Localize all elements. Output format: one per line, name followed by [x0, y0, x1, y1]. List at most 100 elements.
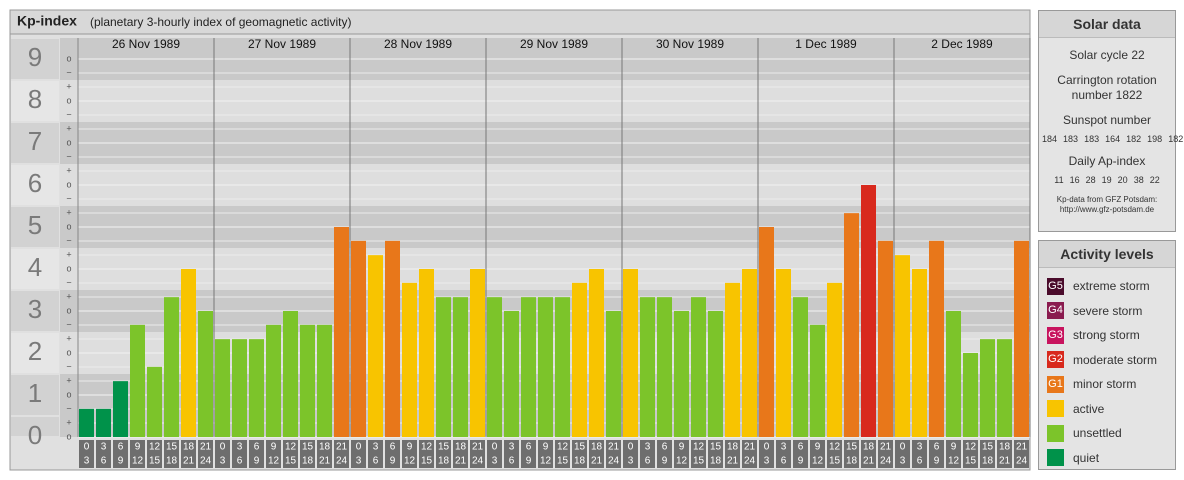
bar [589, 269, 604, 437]
hour-end: 9 [934, 456, 940, 467]
sunspot-value: 183 [1084, 134, 1100, 144]
solar-title: Solar data [1039, 11, 1175, 38]
level-item: unsettled [1039, 421, 1175, 446]
hour-start: 0 [356, 442, 362, 453]
hour-end: 24 [336, 456, 348, 467]
hour-start: 9 [679, 442, 685, 453]
y-sublabel: o [66, 263, 71, 273]
bar [878, 240, 893, 437]
hour-end: 18 [982, 456, 994, 467]
hour-box [453, 440, 468, 468]
hour-box [623, 440, 638, 468]
hour-box [317, 440, 332, 468]
bar [538, 297, 553, 437]
hour-start: 12 [421, 442, 433, 453]
level-item: active [1039, 397, 1175, 422]
hour-box [249, 440, 264, 468]
bar [436, 297, 451, 437]
bar [113, 381, 128, 437]
bar [79, 408, 94, 437]
hour-box [657, 440, 672, 468]
hour-box [385, 440, 400, 468]
sunspot-value: 183 [1063, 134, 1079, 144]
hour-box [164, 440, 179, 468]
hour-end: 3 [356, 456, 362, 467]
bar [606, 311, 621, 437]
hour-start: 12 [285, 442, 297, 453]
y-label-box [11, 291, 59, 331]
level-item: quiet [1039, 446, 1175, 471]
bar [368, 255, 383, 437]
bar [623, 269, 638, 437]
y-sublabel: + [66, 417, 71, 427]
hour-start: 12 [693, 442, 705, 453]
y-sublabel: + [66, 207, 71, 217]
bar [96, 408, 111, 437]
level-name: strong storm [1073, 328, 1140, 343]
hour-start: 21 [608, 442, 620, 453]
hour-start: 15 [982, 442, 994, 453]
y-sublabel: o [66, 53, 71, 63]
hour-box [181, 440, 196, 468]
bar [215, 339, 230, 437]
hour-end: 12 [268, 456, 280, 467]
y-sublabel: o [66, 305, 71, 315]
ap-value: 28 [1085, 175, 1096, 185]
hour-end: 15 [693, 456, 705, 467]
hour-box [470, 440, 485, 468]
bar [198, 311, 213, 437]
hour-end: 21 [319, 456, 331, 467]
hour-start: 18 [727, 442, 739, 453]
hour-box [521, 440, 536, 468]
level-swatch [1047, 400, 1064, 418]
level-item: G1 minor storm [1039, 372, 1175, 397]
hour-box [861, 440, 876, 468]
hour-box [912, 440, 927, 468]
bar [249, 339, 264, 437]
hour-start: 9 [271, 442, 277, 453]
ap-value: 16 [1069, 175, 1080, 185]
hour-box [708, 440, 723, 468]
hour-box [436, 440, 451, 468]
bar [317, 324, 332, 437]
hour-box [742, 440, 757, 468]
hour-end: 18 [846, 456, 858, 467]
bar [419, 269, 434, 437]
hour-start: 6 [390, 442, 396, 453]
hour-start: 15 [574, 442, 586, 453]
hour-start: 9 [543, 442, 549, 453]
y-sublabel: + [66, 81, 71, 91]
hour-start: 0 [492, 442, 498, 453]
hour-start: 18 [999, 442, 1011, 453]
hour-box [147, 440, 162, 468]
level-swatch [1047, 449, 1064, 467]
day-label: 30 Nov 1989 [656, 37, 724, 51]
hour-start: 15 [302, 442, 314, 453]
hour-start: 3 [101, 442, 107, 453]
hour-end: 6 [509, 456, 515, 467]
bar [521, 297, 536, 437]
y-sublabel: − [66, 361, 71, 371]
level-name: active [1073, 401, 1105, 416]
hour-start: 18 [455, 442, 467, 453]
y-sublabel: + [66, 333, 71, 343]
sunspot-value: 182 [1168, 134, 1184, 144]
hour-box [946, 440, 961, 468]
y-sublabel: − [66, 67, 71, 77]
bar [963, 353, 978, 437]
level-swatch: G2 [1047, 351, 1064, 369]
hour-box [589, 440, 604, 468]
hour-end: 18 [710, 456, 722, 467]
bar [572, 282, 587, 437]
hour-start: 12 [149, 442, 161, 453]
y-label-box [11, 333, 59, 373]
title-bar [9, 9, 1031, 35]
y-tick-label: 5 [28, 210, 42, 240]
y-sublabel: − [66, 277, 71, 287]
y-label-box [11, 375, 59, 415]
hour-box [810, 440, 825, 468]
hour-start: 12 [965, 442, 977, 453]
hour-end: 24 [1016, 456, 1028, 467]
bar [861, 185, 876, 437]
hour-end: 6 [373, 456, 379, 467]
